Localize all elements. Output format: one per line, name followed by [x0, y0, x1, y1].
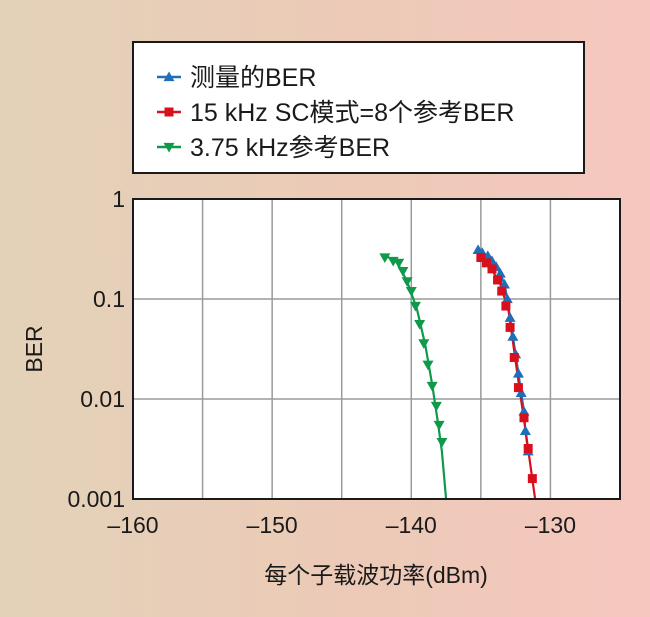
legend-box: [132, 41, 585, 174]
data-point-series-2: [405, 286, 417, 297]
data-point-series-1: [519, 413, 529, 423]
data-point-series-2: [397, 266, 409, 277]
data-point-series-2: [414, 320, 426, 330]
legend-marker: [164, 107, 174, 117]
plot-area: [133, 199, 620, 499]
x-axis-label: 每个子载波功率(dBm): [264, 562, 488, 588]
x-axis-ticks: –160 –150 –140 –130: [107, 512, 576, 538]
data-point-series-0: [504, 312, 516, 322]
y-tick-label: 0.1: [93, 286, 125, 312]
data-point-series-1: [527, 474, 537, 484]
data-point-series-2: [393, 258, 405, 269]
x-tick-label: –150: [247, 512, 298, 538]
y-tick-label: 1: [112, 186, 125, 212]
data-point-series-1: [481, 258, 491, 268]
data-point-series-2: [426, 381, 438, 392]
data-point-series-1: [523, 443, 533, 453]
data-point-series-2: [436, 438, 448, 448]
data-point-series-1: [497, 286, 507, 296]
x-tick-label: –130: [525, 512, 576, 538]
y-tick-label: 0.01: [80, 386, 125, 412]
data-point-series-0: [515, 387, 527, 398]
data-point-series-1: [487, 264, 497, 274]
data-point-series-2: [430, 401, 442, 412]
y-axis-ticks: 1 0.1 0.01 0.001: [67, 186, 125, 512]
legend: 测量的BER 15 kHz SC模式=8个参考BER 3.75 kHz参考BER: [132, 41, 585, 174]
data-point-series-1: [505, 322, 515, 332]
x-tick-label: –140: [386, 512, 437, 538]
data-point-series-0: [499, 278, 511, 289]
data-point-series-1: [501, 301, 511, 311]
legend-label: 3.75 kHz参考BER: [190, 134, 390, 162]
data-point-series-0: [507, 331, 519, 341]
legend-label: 15 kHz SC模式=8个参考BER: [190, 99, 514, 127]
legend-label: 测量的BER: [190, 64, 316, 92]
plot-frame: [132, 198, 621, 500]
series-markers: [379, 244, 537, 484]
data-point-series-2: [379, 253, 391, 264]
data-point-series-2: [409, 301, 421, 312]
data-point-series-2: [418, 339, 430, 349]
y-tick-label: 0.001: [67, 486, 125, 512]
data-point-series-1: [493, 275, 503, 285]
data-point-series-2: [401, 277, 413, 287]
data-point-series-1: [513, 383, 523, 393]
data-point-series-1: [509, 353, 519, 363]
legend-marker: [163, 142, 175, 153]
data-point-series-1: [476, 253, 486, 263]
data-point-series-0: [519, 425, 531, 436]
legend-marker: [163, 71, 175, 82]
data-point-series-2: [433, 420, 445, 431]
x-tick-label: –160: [107, 512, 158, 538]
y-axis-label: BER: [21, 325, 47, 372]
data-point-series-2: [422, 360, 434, 371]
data-point-series-0: [494, 267, 506, 278]
grid: [133, 199, 620, 499]
data-point-series-0: [512, 367, 524, 378]
data-point-series-0: [501, 293, 513, 304]
